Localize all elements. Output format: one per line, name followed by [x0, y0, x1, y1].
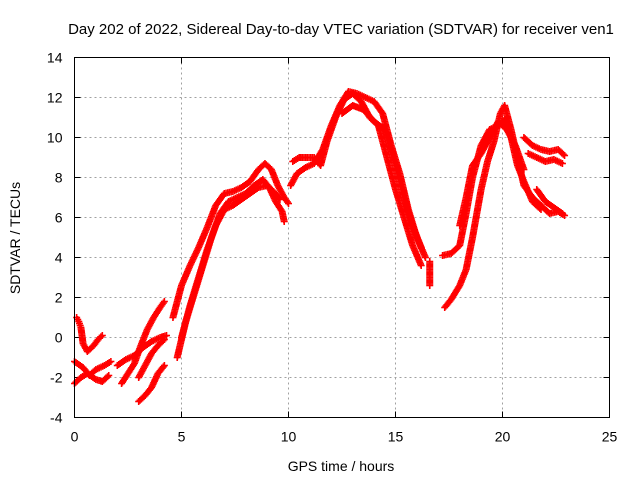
- x-axis-label: GPS time / hours: [288, 458, 395, 474]
- interp-marker: [253, 185, 261, 192]
- x-tick-label: 25: [602, 429, 618, 445]
- data-point: [107, 358, 115, 365]
- y-tick-label: 4: [55, 250, 63, 266]
- data-point: [160, 362, 168, 369]
- y-tick-label: 12: [47, 90, 63, 106]
- series-track-12: [289, 90, 425, 269]
- series-track-3: [71, 358, 115, 379]
- data-point: [520, 166, 528, 173]
- plot-frame: [74, 57, 610, 418]
- series-track-13: [338, 102, 425, 251]
- x-tick-label: 0: [71, 429, 79, 445]
- x-tick-label: 15: [388, 429, 404, 445]
- y-tick-label: -4: [50, 410, 63, 426]
- data-point: [160, 336, 168, 343]
- y-tick-label: 0: [55, 330, 63, 346]
- series-track-14: [426, 258, 434, 289]
- data-point: [276, 196, 284, 203]
- interp-marker: [536, 204, 544, 212]
- series-track-8: [169, 160, 292, 321]
- x-tick-label: 20: [495, 429, 511, 445]
- data-point: [160, 298, 168, 305]
- data-point: [163, 332, 171, 339]
- series-track-19: [524, 150, 566, 167]
- y-tick-label: 10: [47, 130, 63, 146]
- data-points: [71, 88, 569, 405]
- data-point: [280, 218, 288, 225]
- interp-marker: [103, 373, 111, 381]
- data-point: [558, 160, 566, 167]
- interp-marker: [97, 333, 105, 341]
- interp-marker: [159, 299, 167, 307]
- data-point: [426, 282, 434, 289]
- interp-marker: [159, 363, 167, 371]
- y-tick-label: 14: [47, 50, 63, 66]
- y-tick-label: -2: [50, 370, 63, 386]
- x-tick-label: 5: [178, 429, 186, 445]
- interp-marker: [559, 150, 567, 158]
- data-point: [98, 332, 106, 339]
- x-tick-label: 10: [281, 429, 297, 445]
- data-point: [417, 244, 425, 251]
- data-point: [421, 254, 429, 261]
- series-track-5: [113, 332, 171, 369]
- series-track-10: [178, 182, 284, 341]
- data-point: [105, 372, 113, 379]
- series-track-20: [533, 186, 566, 217]
- tick-labels: 0 5 10 15 20 25 -4 -2 0 2 4 6 8 10 12 14: [47, 50, 618, 445]
- chart-title: Day 202 of 2022, Sidereal Day-to-day VTE…: [68, 21, 614, 38]
- series-track-6: [135, 362, 168, 405]
- series-track-7: [135, 336, 168, 381]
- data-point: [537, 206, 545, 213]
- y-tick-label: 6: [55, 210, 63, 226]
- data-point: [558, 210, 566, 217]
- interp-marker: [275, 194, 283, 202]
- data-point: [561, 152, 569, 159]
- series-track-2: [73, 314, 106, 355]
- interp-marker: [159, 337, 167, 345]
- series-track-18: [520, 134, 569, 159]
- data-point: [285, 200, 292, 207]
- y-tick-label: 8: [55, 170, 63, 186]
- interp-marker: [557, 209, 565, 216]
- y-tick-label: 2: [55, 290, 63, 306]
- series-track-17: [456, 118, 528, 229]
- data-point: [417, 262, 425, 269]
- y-axis-label: SDTVAR / TECUs: [7, 182, 23, 294]
- interp-marker: [283, 198, 291, 206]
